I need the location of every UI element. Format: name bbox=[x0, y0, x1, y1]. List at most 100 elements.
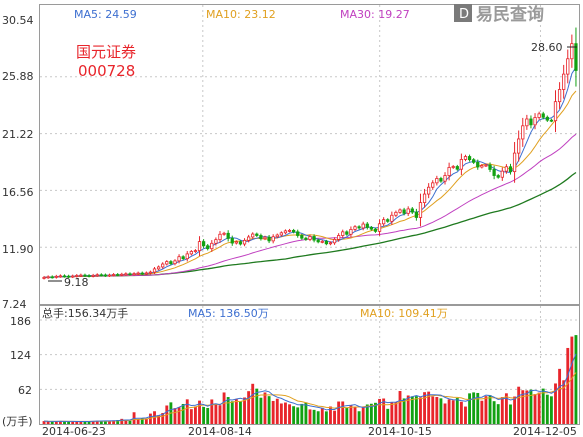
ma30-line bbox=[43, 133, 577, 278]
candle-body bbox=[406, 208, 410, 214]
price-panel-frame bbox=[39, 4, 580, 305]
candle-body bbox=[512, 152, 517, 173]
candle-body bbox=[107, 274, 112, 277]
candle-body bbox=[210, 242, 214, 250]
candle-body bbox=[165, 261, 169, 265]
candle-body bbox=[443, 175, 447, 182]
volume-bar bbox=[394, 402, 398, 424]
candle-body bbox=[259, 235, 263, 240]
candle-body bbox=[414, 211, 419, 218]
volume-bar bbox=[504, 393, 508, 424]
candle-body bbox=[394, 211, 398, 216]
candle-body bbox=[316, 239, 320, 243]
volume-bar bbox=[382, 398, 386, 424]
volume-bar bbox=[79, 421, 83, 424]
volume-bar bbox=[541, 388, 545, 424]
volume-bar bbox=[419, 397, 422, 424]
candle-body bbox=[181, 256, 185, 260]
volume-bar bbox=[316, 411, 320, 424]
date-label: 2014-08-14 bbox=[188, 425, 252, 437]
volume-bar bbox=[468, 393, 472, 424]
volume-bar bbox=[517, 386, 521, 424]
volume-bar bbox=[116, 420, 120, 424]
volume-tick-label: 62 bbox=[18, 384, 32, 397]
candle-body bbox=[398, 209, 402, 213]
volume-bar bbox=[484, 396, 488, 424]
volume-bar bbox=[345, 407, 349, 424]
candle-body bbox=[201, 241, 206, 247]
volume-bar bbox=[267, 396, 271, 424]
volume-bar bbox=[198, 400, 201, 424]
volume-bar bbox=[173, 408, 177, 424]
candle-body bbox=[447, 167, 451, 176]
volume-bar bbox=[194, 406, 197, 424]
volume-bar bbox=[222, 392, 226, 424]
volume-bar bbox=[259, 397, 263, 424]
volume-bar bbox=[42, 421, 46, 424]
volume-bar bbox=[525, 390, 529, 424]
volume-bar bbox=[63, 421, 66, 424]
candle-body bbox=[545, 116, 549, 121]
candle-body bbox=[169, 261, 173, 265]
candle-body bbox=[87, 275, 91, 278]
watermark-logo-letter: D bbox=[459, 7, 469, 22]
volume-bar bbox=[304, 402, 308, 424]
candle-body bbox=[226, 232, 230, 239]
candle-body bbox=[373, 228, 378, 232]
volume-tick-label: 124 bbox=[10, 349, 31, 362]
volume-bar bbox=[521, 390, 525, 424]
candle-body bbox=[492, 169, 496, 176]
volume-bar bbox=[459, 401, 463, 424]
volume-bar bbox=[558, 368, 562, 424]
candle-body bbox=[496, 175, 500, 178]
candle-body bbox=[111, 274, 116, 276]
candle-body bbox=[79, 274, 83, 277]
volume-bar bbox=[509, 404, 512, 424]
volume-bar bbox=[263, 392, 267, 424]
volume-bar bbox=[329, 406, 332, 424]
candle-body bbox=[132, 273, 136, 276]
candle-body bbox=[197, 241, 202, 252]
candle-body bbox=[382, 219, 386, 225]
volume-bar bbox=[554, 383, 557, 424]
volume-bar bbox=[337, 401, 341, 424]
volume-bar bbox=[386, 408, 390, 424]
volume-bar bbox=[99, 420, 103, 424]
candle-body bbox=[116, 274, 120, 276]
volume-bar bbox=[157, 415, 161, 424]
volume-bar bbox=[472, 392, 476, 424]
volume-bar bbox=[566, 347, 570, 424]
volume-bar bbox=[136, 419, 140, 424]
candle-body bbox=[124, 273, 128, 276]
candle-body bbox=[324, 240, 328, 245]
moving-average-layer bbox=[43, 67, 577, 279]
watermark-text: 易民查询 bbox=[476, 4, 544, 25]
volume-ma10-legend: MA10: 109.41万 bbox=[360, 307, 448, 320]
candle-body bbox=[480, 165, 484, 168]
volume-bar bbox=[144, 418, 148, 424]
candle-body bbox=[537, 113, 541, 118]
candle-body bbox=[95, 274, 99, 277]
volume-tick-label: 186 bbox=[10, 315, 31, 328]
candle-body bbox=[279, 232, 283, 236]
volume-bar bbox=[239, 401, 242, 424]
candle-body bbox=[467, 156, 472, 161]
candle-body bbox=[206, 245, 210, 250]
volume-bar bbox=[447, 399, 451, 424]
candle-body bbox=[332, 238, 337, 244]
low-price-label: 9.18 bbox=[64, 276, 89, 289]
candle-body bbox=[161, 263, 165, 268]
candle-body bbox=[521, 125, 525, 140]
price-tick-label: 25.88 bbox=[2, 70, 34, 83]
candle-body bbox=[529, 118, 533, 126]
candle-body bbox=[304, 237, 308, 240]
candle-body bbox=[222, 232, 226, 235]
volume-bar bbox=[120, 418, 124, 424]
volume-bar bbox=[423, 392, 426, 424]
candle-body bbox=[488, 164, 492, 170]
volume-bar bbox=[140, 418, 144, 424]
candle-body bbox=[296, 231, 300, 236]
total-volume-legend: 总手:156.34万手 bbox=[42, 306, 128, 320]
candle-body bbox=[484, 164, 488, 167]
